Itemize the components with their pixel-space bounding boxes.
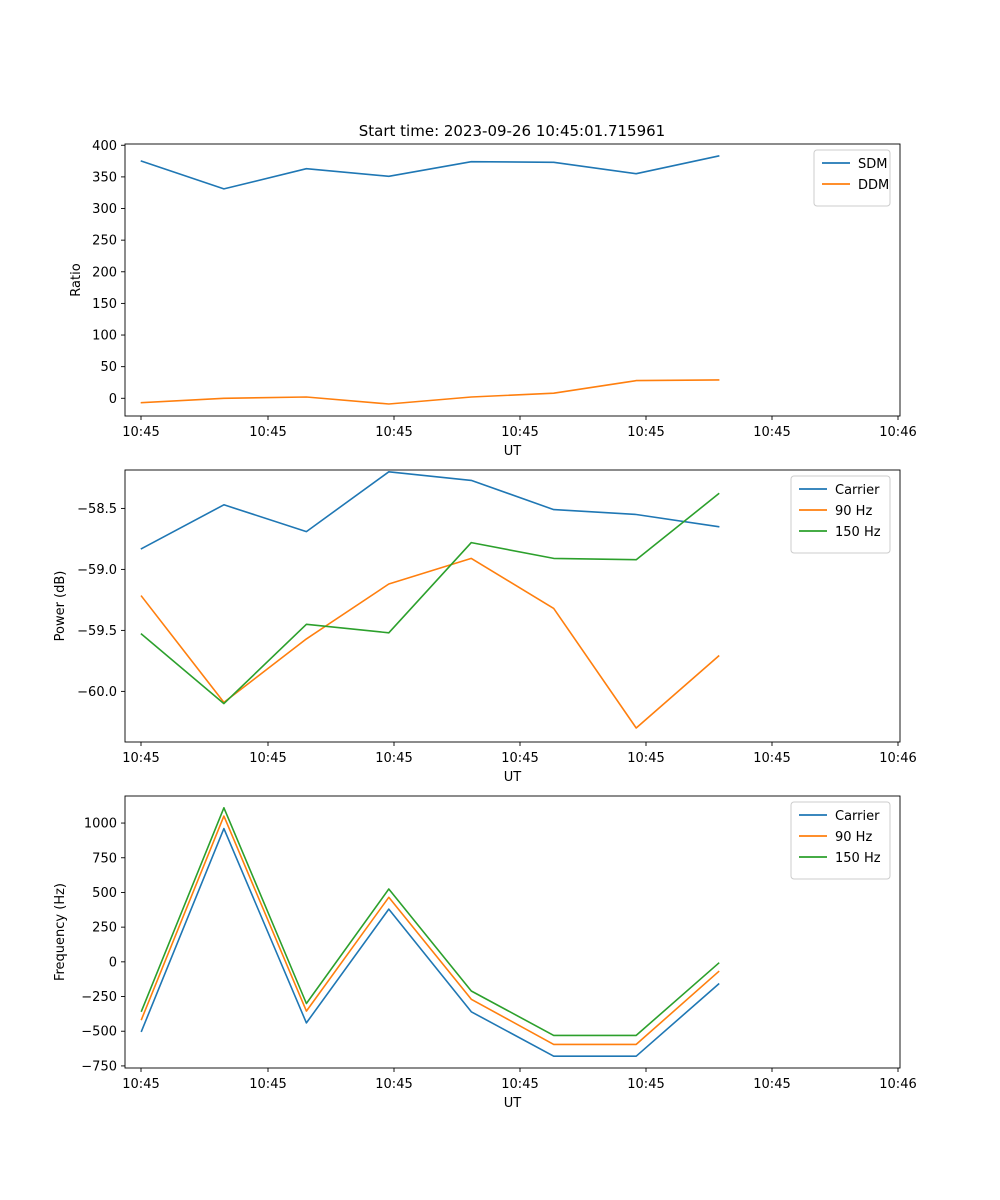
x-tick-label: 10:45 [249, 1077, 286, 1092]
series-line-ddm [140, 379, 720, 405]
y-tick-label: 250 [92, 921, 117, 936]
x-axis-label: UT [504, 770, 522, 785]
x-tick-label: 10:45 [627, 425, 664, 440]
legend-entry: SDM [858, 157, 887, 172]
x-tick-label: 10:45 [249, 751, 286, 766]
y-tick-label: 250 [92, 234, 117, 249]
y-tick-label: 150 [92, 297, 117, 312]
figure-title: Start time: 2023-09-26 10:45:01.715961 [359, 122, 665, 140]
y-tick-label: 400 [92, 139, 117, 154]
y-axis-label: Power (dB) [53, 571, 68, 642]
x-tick-label: 10:46 [879, 425, 916, 440]
y-tick-label: −500 [81, 1025, 117, 1040]
x-axis-label: UT [504, 1096, 522, 1111]
x-tick-label: 10:45 [501, 425, 538, 440]
legend-box [790, 801, 891, 880]
y-tick-label: −250 [81, 990, 117, 1005]
series-line-carrier [140, 470, 720, 550]
y-tick-label: 100 [92, 329, 117, 344]
y-tick-label: −58.5 [77, 502, 117, 517]
x-axis-label: UT [504, 444, 522, 459]
x-tick-label: 10:45 [375, 425, 412, 440]
y-tick-label: −59.0 [77, 563, 117, 578]
y-axis-label: Ratio [69, 263, 84, 296]
x-tick-label: 10:46 [879, 1077, 916, 1092]
x-tick-label: 10:45 [753, 425, 790, 440]
y-tick-label: −59.5 [77, 624, 117, 639]
chart-panel-3: −750 −500 −250 0 250 500 750 1000 10:45 10:45 10:4… [53, 795, 917, 1111]
x-tick-label: 10:45 [627, 751, 664, 766]
legend: SDM DDM [813, 149, 891, 207]
y-axis-label: Frequency (Hz) [53, 883, 68, 981]
legend-entry: Carrier [835, 483, 880, 498]
legend-entry: 150 Hz [835, 851, 881, 866]
chart-panel-1: 0 50 100 150 200 250 300 350 400 10:45 10:45 10:45 1… [69, 139, 917, 459]
y-tick-label: 0 [109, 955, 117, 970]
x-tick-label: 10:45 [753, 751, 790, 766]
axes-frame [124, 143, 901, 417]
y-tick-label: −60.0 [77, 685, 117, 700]
axes-frame [124, 469, 901, 743]
y-tick-label: 0 [109, 392, 117, 407]
legend-box [813, 149, 891, 207]
x-tick-label: 10:45 [627, 1077, 664, 1092]
x-tick-label: 10:45 [122, 751, 159, 766]
legend-entry: 150 Hz [835, 525, 881, 540]
x-tick-label: 10:45 [501, 751, 538, 766]
y-tick-label: 200 [92, 265, 117, 280]
y-tick-label: −750 [81, 1059, 117, 1074]
x-tick-label: 10:45 [122, 1077, 159, 1092]
series-line-carrier [140, 827, 720, 1057]
x-tick-label: 10:45 [375, 751, 412, 766]
x-tick-label: 10:45 [753, 1077, 790, 1092]
x-tick-label: 10:45 [122, 425, 159, 440]
y-tick-label: 750 [92, 851, 117, 866]
y-tick-label: 50 [100, 360, 117, 375]
x-tick-label: 10:45 [249, 425, 286, 440]
legend-entry: DDM [858, 178, 889, 193]
axes-frame [124, 795, 901, 1069]
x-tick-label: 10:45 [501, 1077, 538, 1092]
y-tick-label: 350 [92, 170, 117, 185]
chart-panel-2: −60.0 −59.5 −59.0 −58.5 10:45 10:45 10:45 10:45… [53, 469, 917, 785]
legend-entry: Carrier [835, 809, 880, 824]
y-tick-label: 1000 [84, 817, 117, 832]
series-line-150-hz [140, 492, 720, 705]
legend-box [790, 475, 891, 554]
series-line-90-hz [140, 815, 720, 1046]
legend-entry: 90 Hz [835, 504, 872, 519]
x-tick-label: 10:45 [375, 1077, 412, 1092]
y-tick-label: 500 [92, 886, 117, 901]
series-line-150-hz [140, 806, 720, 1037]
legend: Carrier 90 Hz 150 Hz [790, 801, 891, 880]
y-tick-label: 300 [92, 202, 117, 217]
legend-entry: 90 Hz [835, 830, 872, 845]
x-tick-label: 10:46 [879, 751, 916, 766]
series-line-sdm [140, 155, 720, 190]
legend: Carrier 90 Hz 150 Hz [790, 475, 891, 554]
series-line-90-hz [140, 557, 720, 729]
